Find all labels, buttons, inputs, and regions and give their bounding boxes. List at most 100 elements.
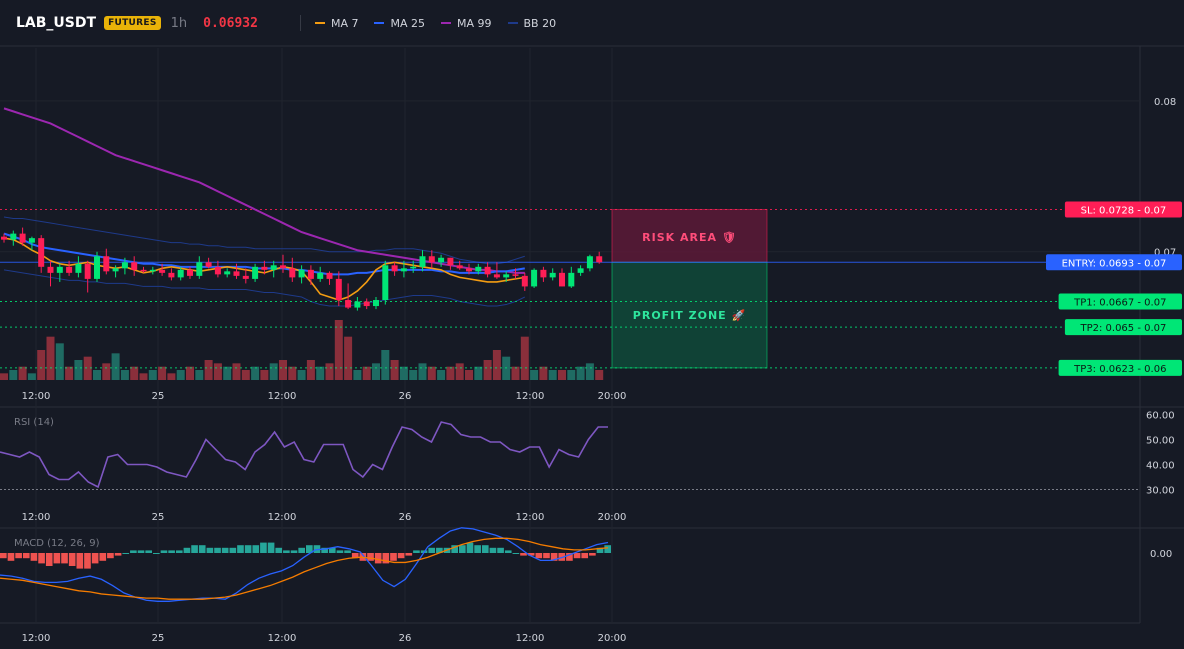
candle-body xyxy=(335,278,342,301)
rsi-time-tick: 12:00 xyxy=(268,512,297,523)
candle-body xyxy=(261,266,268,270)
candle-body xyxy=(289,268,296,278)
volume-bar xyxy=(465,370,473,380)
macd-histogram-bar xyxy=(405,553,413,556)
macd-histogram-bar xyxy=(221,547,229,553)
interval-label[interactable]: 1h xyxy=(170,15,188,31)
macd-histogram-bar xyxy=(512,553,520,554)
volume-bar xyxy=(260,370,269,380)
rsi-axis-tick: 30.00 xyxy=(1146,486,1175,497)
last-price: 0.06932 xyxy=(203,15,258,31)
macd-histogram-bar xyxy=(252,545,260,553)
volume-bar xyxy=(93,370,101,380)
volume-bar xyxy=(455,363,464,380)
macd-histogram-bar xyxy=(535,553,543,559)
macd-histogram-bar xyxy=(374,553,382,564)
volume-bar xyxy=(427,366,436,380)
volume-bar xyxy=(558,370,566,380)
legend-bb20[interactable]: BB 20 xyxy=(507,17,556,30)
volume-bar xyxy=(195,370,204,380)
candle-body xyxy=(66,266,73,273)
candle-body xyxy=(382,265,389,301)
level-label-1: ENTRY: 0.0693 - 0.07 xyxy=(1062,258,1167,269)
macd-histogram-bar xyxy=(283,550,290,553)
rsi-time-tick: 25 xyxy=(152,512,165,523)
level-label-4: TP3: 0.0623 - 0.06 xyxy=(1073,364,1166,375)
candle-body xyxy=(112,268,119,272)
level-label-2: TP1: 0.0667 - 0.07 xyxy=(1073,298,1166,309)
volume-bar xyxy=(102,363,111,380)
candle-body xyxy=(233,271,240,276)
volume-bar xyxy=(83,356,92,380)
macd-histogram-bar xyxy=(298,547,305,553)
candle-body xyxy=(84,263,91,279)
candle-body xyxy=(270,265,277,270)
rsi-line xyxy=(0,421,608,489)
bb20-upper-line xyxy=(3,216,525,265)
macd-histogram-bar xyxy=(436,547,443,553)
macd-histogram-bar xyxy=(214,547,221,553)
volume-bar xyxy=(120,370,129,380)
level-label-bg-1 xyxy=(1046,254,1182,271)
macd-histogram-bar xyxy=(451,545,458,553)
macd-histogram-bar xyxy=(45,553,53,566)
macd-histogram-bar xyxy=(168,550,175,553)
symbol-name[interactable]: LAB_USDT xyxy=(16,15,97,31)
level-label-0: SL: 0.0728 - 0.07 xyxy=(1081,205,1167,216)
macd-histogram-bar xyxy=(114,553,122,556)
ma25-swatch xyxy=(374,22,385,24)
candle-body xyxy=(391,265,398,272)
volume-bar xyxy=(520,336,529,380)
volume-bar xyxy=(176,370,185,380)
macd-line xyxy=(0,527,609,602)
macd-histogram-bar xyxy=(390,553,397,561)
level-label-bg-4 xyxy=(1058,359,1182,376)
candle-body xyxy=(559,272,565,287)
candle-body xyxy=(410,266,417,269)
macd-histogram-bar xyxy=(566,553,573,561)
legend-ma7[interactable]: MA 7 xyxy=(314,16,359,30)
rsi-title: RSI (14) xyxy=(14,417,54,428)
candle-body xyxy=(131,262,138,270)
candle-body xyxy=(242,275,249,279)
candle-body xyxy=(196,262,203,276)
macd-histogram-bar xyxy=(30,553,38,561)
macd-histogram-bar xyxy=(344,550,351,553)
candle-body xyxy=(28,238,35,243)
legend-ma7-label: MA 7 xyxy=(330,16,359,30)
macd-histogram-bar xyxy=(336,550,344,553)
candle-body xyxy=(121,262,128,269)
volume-bar xyxy=(18,366,27,380)
candle-body xyxy=(438,257,445,263)
candle-body xyxy=(214,266,221,275)
candle-body xyxy=(103,256,110,272)
macd-axis-tick: 0.00 xyxy=(1150,549,1172,560)
candle-body xyxy=(419,256,426,267)
legend-ma25[interactable]: MA 25 xyxy=(374,17,425,30)
volume-bar xyxy=(288,366,297,380)
volume-bar xyxy=(251,366,260,380)
volume-bar xyxy=(204,360,213,380)
candle-body xyxy=(373,300,379,307)
candle-body xyxy=(298,269,305,278)
macd-histogram-bar xyxy=(413,550,420,553)
price-time-tick: 25 xyxy=(152,391,165,402)
volume-bar xyxy=(381,350,390,380)
macd-histogram-bar xyxy=(0,553,7,559)
candle-body xyxy=(38,238,45,267)
macd-histogram-bar xyxy=(22,553,30,559)
volume-bar xyxy=(37,350,46,380)
macd-histogram-bar xyxy=(99,553,107,561)
macd-histogram-bar xyxy=(382,553,390,564)
candle-body xyxy=(280,265,286,269)
risk-area-label: RISK AREA 🛡 xyxy=(642,231,737,244)
legend-ma99[interactable]: MA 99 xyxy=(440,17,492,30)
rsi-time-tick: 20:00 xyxy=(598,512,627,523)
volume-bar xyxy=(74,360,83,380)
volume-bar xyxy=(399,366,408,380)
volume-bar xyxy=(223,366,232,380)
volume-bar xyxy=(390,360,399,380)
macd-histogram-bar xyxy=(267,542,275,553)
candle-body xyxy=(363,301,370,307)
